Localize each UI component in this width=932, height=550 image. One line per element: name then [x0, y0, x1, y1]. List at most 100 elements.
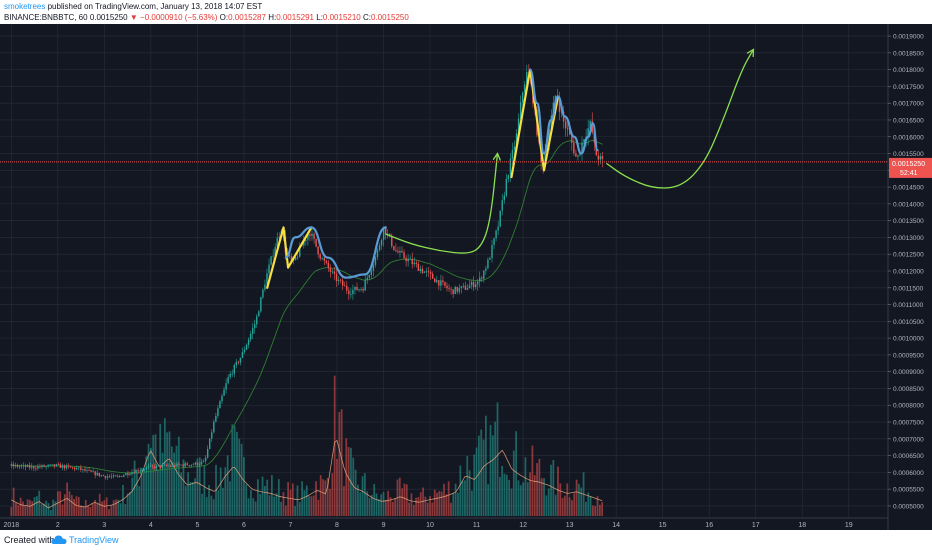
volume-bar	[459, 465, 462, 516]
price-tick-label: 0.0006500	[893, 453, 924, 460]
candle-body	[364, 280, 366, 291]
volume-bar	[512, 450, 515, 516]
candle-body	[421, 268, 424, 273]
time-tick-label: 15	[659, 522, 667, 529]
candle-body	[290, 256, 293, 261]
candle-body	[182, 464, 184, 467]
volume-bar	[508, 479, 511, 516]
volume-bar	[219, 467, 222, 516]
candle-body	[153, 466, 156, 469]
volume-bar	[49, 509, 52, 516]
volume-bar	[354, 469, 357, 516]
publish-line: smoketrees published on TradingView.com,…	[4, 1, 262, 12]
price-tag-countdown: 52:41	[900, 170, 918, 177]
volume-bar	[559, 483, 562, 516]
candle-body	[317, 246, 319, 255]
candle-body	[374, 257, 377, 265]
volume-bar	[87, 505, 89, 516]
ohlc-high-value: 0.0015291	[276, 13, 315, 22]
volume-bar	[564, 495, 566, 516]
time-tick-label: 5	[195, 522, 199, 529]
volume-bar	[143, 468, 145, 516]
candle-body	[429, 272, 432, 274]
volume-bar	[498, 476, 501, 516]
volume-bar	[450, 502, 452, 516]
candle-body	[346, 285, 348, 291]
candle-body	[329, 267, 332, 272]
candle-body	[20, 465, 23, 467]
volume-bar	[257, 479, 259, 516]
volume-bar	[187, 472, 189, 516]
blue-pattern-curve	[529, 68, 599, 155]
candle-body	[395, 249, 397, 252]
volume-bar	[568, 497, 571, 516]
volume-bar	[38, 490, 41, 516]
pattern-drawings[interactable]	[266, 68, 599, 289]
candle-body	[360, 289, 362, 290]
volume-bar	[419, 492, 422, 516]
volume-bar	[494, 421, 497, 516]
volume-bar	[59, 491, 62, 516]
volume-bar	[575, 479, 578, 516]
candle-body	[176, 463, 178, 467]
candle-body	[311, 233, 313, 236]
candle-body	[254, 324, 256, 329]
volume-bar	[217, 490, 220, 516]
price-chart[interactable]: 2018 2 3 4 5 6 7 8 9 10 11 12 13 14 15 16 17 18 19 0.00190…	[0, 24, 932, 530]
candle-body	[37, 466, 39, 469]
volume-bar	[168, 431, 171, 516]
candle-body	[213, 421, 215, 433]
candle-body	[517, 118, 520, 134]
candle-body	[569, 129, 571, 135]
candle-body	[382, 226, 385, 240]
candle-body	[196, 462, 199, 466]
volume-bar	[368, 497, 371, 516]
candle-body	[145, 467, 148, 470]
volume-bar	[417, 497, 420, 516]
volume-bar	[524, 457, 527, 516]
volume-bar	[366, 491, 369, 516]
candle-body	[337, 279, 340, 282]
candle-body	[96, 472, 98, 476]
candle-body	[131, 472, 133, 475]
created-with-text: Created with	[4, 535, 55, 545]
volume-bar	[264, 485, 266, 516]
ohlc-close-value: 0.0015250	[370, 13, 409, 22]
volume-bars	[10, 375, 604, 516]
volume-bar	[345, 438, 348, 516]
volume-bar	[229, 481, 231, 516]
candle-body	[260, 297, 262, 312]
candle-body	[53, 464, 55, 467]
candle-body	[178, 463, 180, 465]
price-tick-label: 0.0019000	[893, 34, 924, 41]
volume-bar	[401, 488, 403, 516]
projection-drawings[interactable]	[385, 48, 755, 254]
volume-bar	[598, 504, 601, 516]
volume-bar	[338, 412, 341, 516]
candle-body	[352, 289, 354, 295]
candle-body	[350, 294, 352, 295]
time-tick-label: 17	[752, 522, 760, 529]
time-tick-label: 12	[519, 522, 527, 529]
candle-body	[507, 175, 510, 179]
volume-bar	[261, 476, 264, 516]
author-link[interactable]: smoketrees	[4, 2, 46, 11]
price-tick-label: 0.0009500	[893, 352, 924, 359]
price-tick-label: 0.0007500	[893, 420, 924, 427]
volume-bar	[373, 484, 376, 516]
last-value: 0.0015250	[89, 13, 128, 22]
candle-body	[344, 285, 346, 287]
volume-bar	[592, 505, 594, 516]
candle-body	[487, 259, 489, 269]
candle-body	[462, 285, 465, 287]
candle-body	[57, 464, 60, 466]
candle-body	[323, 258, 325, 261]
tradingview-brand-link[interactable]: TradingView	[69, 535, 119, 545]
candle-body	[119, 476, 121, 477]
candle-body	[249, 333, 252, 340]
volume-bar	[91, 503, 94, 516]
volume-bar	[243, 457, 245, 516]
candle-body	[39, 466, 41, 468]
chart-background	[0, 24, 932, 530]
volume-bar	[47, 503, 50, 516]
